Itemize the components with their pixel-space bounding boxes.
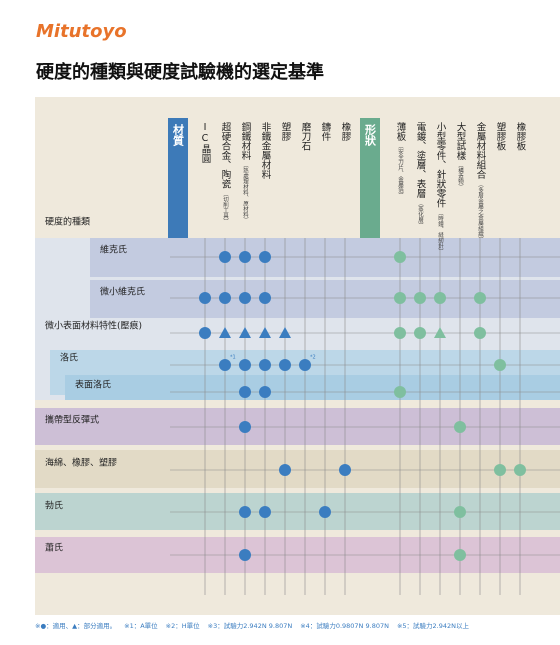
triangle-mark [239, 327, 251, 338]
row-header: 硬度的種類 [45, 216, 90, 228]
footnote: ※3：試驗力2.942N 9.807N [208, 621, 293, 630]
circle-mark [339, 464, 351, 476]
circle-mark [454, 421, 466, 433]
column-sublabel: （蒸化層） [417, 201, 424, 229]
column-sublabel: （切削工具） [222, 191, 229, 224]
column-label: 非鐵金屬材料 [260, 121, 272, 180]
group-label: 形狀 [364, 124, 377, 147]
group-label: 材質 [172, 123, 185, 147]
row-label: 維克氏 [100, 244, 127, 256]
title: 硬度的種類與硬度試驗機的選定基準 [36, 61, 324, 83]
row-label: 微小表面材料特性(壓痕) [45, 320, 142, 332]
logo: Mitutoyo [36, 21, 127, 42]
row-label: 攜帶型反彈式 [45, 414, 99, 426]
circle-mark [239, 386, 251, 398]
circle-mark [239, 359, 251, 371]
matrix: 材質 IC晶圓 超硬合金、陶瓷 （切削工具） 鋼鐵材料（熱處理材料、原材料） 非鐵金屬材料… [35, 118, 560, 595]
group-box [360, 118, 380, 238]
triangle-mark [259, 327, 271, 338]
circle-mark [414, 327, 426, 339]
cell-note: *2 [310, 355, 316, 361]
circle-mark [514, 464, 526, 476]
circle-mark [259, 292, 271, 304]
row-label: 洛氏 [60, 352, 78, 364]
circle-mark [394, 386, 406, 398]
circle-mark [319, 506, 331, 518]
triangle-mark [279, 327, 291, 338]
footnote: ※●：適用、▲：部分適用。 [35, 621, 116, 630]
footnote: ※4：試驗力0.9807N 9.807N [300, 621, 389, 630]
column-label: 大型試樣 [455, 121, 467, 160]
footnote: ※5：試驗力2.942N以上 [397, 621, 470, 630]
column-label: 鑄件 [320, 121, 332, 142]
circle-mark [434, 292, 446, 304]
column-label: 磨刀石 [300, 122, 312, 151]
cell-note: *1 [230, 355, 236, 361]
circle-mark [414, 292, 426, 304]
row-band [65, 375, 560, 400]
circle-mark [279, 464, 291, 476]
footnote: ※2：H單位 [166, 621, 200, 630]
row-label: 勃氏 [45, 500, 63, 512]
row-label: 蕭氏 [45, 542, 63, 554]
column-label: 金屬材料組合 [475, 121, 487, 180]
circle-mark [474, 327, 486, 339]
circle-mark [494, 464, 506, 476]
circle-mark [219, 251, 231, 263]
circle-mark [259, 386, 271, 398]
circle-mark [259, 506, 271, 518]
footnote: ※1：A單位 [124, 621, 158, 630]
circle-mark [279, 359, 291, 371]
row-band [35, 450, 560, 488]
column-label: 橡膠板 [515, 121, 527, 151]
circle-mark [394, 251, 406, 263]
column-label: 塑膠 [280, 122, 292, 142]
circle-mark [299, 359, 311, 371]
circle-mark [239, 251, 251, 263]
circle-mark [199, 327, 211, 339]
column-sublabel: （安全刀片、金屬箔） [397, 143, 404, 198]
row-band [35, 493, 560, 530]
circle-mark [394, 292, 406, 304]
triangle-mark [434, 327, 446, 338]
circle-mark [259, 251, 271, 263]
column-sublabel: （熱處理材料、原材料） [242, 162, 249, 223]
circle-mark [239, 421, 251, 433]
circle-mark [239, 549, 251, 561]
circle-mark [474, 292, 486, 304]
column-label: 薄板 [395, 121, 407, 142]
column-label: 鋼鐵材料 [240, 121, 252, 161]
column-label: IC晶圓 [200, 122, 212, 164]
row-label: 微小維克氏 [100, 286, 145, 298]
circle-mark [219, 359, 231, 371]
column-label: 電鍍、塗層、表層 [415, 122, 427, 199]
column-label: 小型零件、針狀零件 [435, 122, 447, 208]
footnotes: ※●：適用、▲：部分適用。 ※1：A單位 ※2：H單位 ※3：試驗力2.942N 9.… [35, 621, 470, 630]
circle-mark [239, 292, 251, 304]
row-label: 海綿、橡膠、塑膠 [45, 457, 117, 469]
group-box [168, 118, 188, 238]
column-label: 塑膠板 [495, 122, 507, 151]
column-sublabel: （多層金屬之金屬組織） [477, 182, 484, 243]
column-sublabel: （構造物） [457, 162, 464, 190]
circle-mark [239, 506, 251, 518]
column-label: 橡膠 [340, 121, 352, 142]
row-label: 表面洛氏 [75, 379, 111, 391]
circle-mark [494, 359, 506, 371]
row-band [35, 408, 560, 445]
circle-mark [259, 359, 271, 371]
circle-mark [394, 327, 406, 339]
column-label: 超硬合金、陶瓷 [220, 121, 232, 189]
circle-mark [199, 292, 211, 304]
circle-mark [219, 292, 231, 304]
triangle-mark [219, 327, 231, 338]
circle-mark [454, 506, 466, 518]
circle-mark [454, 549, 466, 561]
column-sublabel: （時鐘、縫紉針） [437, 210, 444, 254]
